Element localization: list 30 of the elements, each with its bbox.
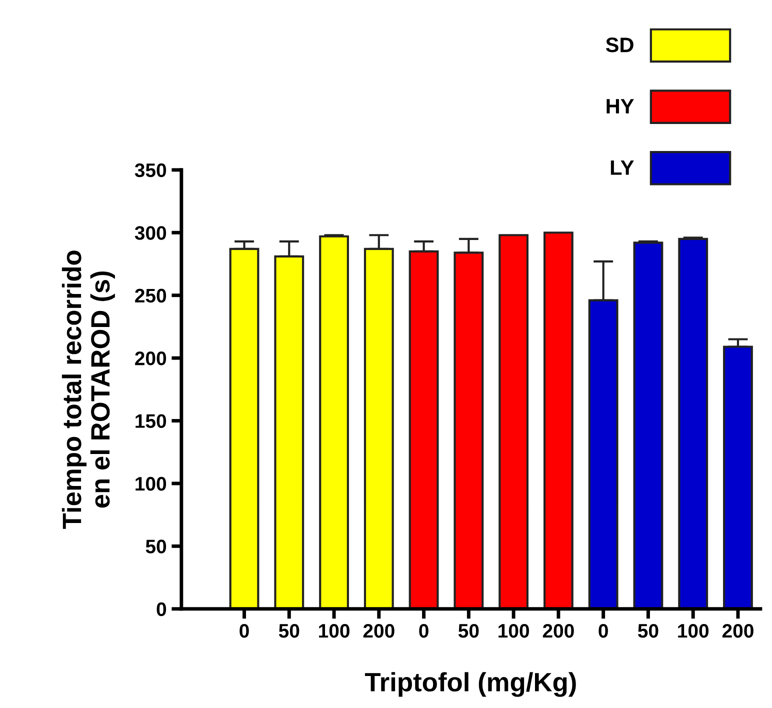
y-tick-label: 200: [135, 352, 166, 366]
x-tick-label: 0: [240, 624, 249, 638]
bar: [498, 234, 529, 609]
y-tick-label: 300: [134, 226, 166, 240]
x-tick-label: 200: [722, 624, 754, 638]
bar: [319, 235, 349, 609]
y-axis-title: Tiempo total recorrido en el ROTAROD (s): [62, 250, 115, 529]
y-tick-label: 50: [146, 540, 166, 554]
y-tick-label: 250: [135, 288, 166, 303]
x-tick-label: 200: [363, 624, 394, 638]
x-tick-label: 100: [498, 624, 529, 638]
legend-label: SD: [606, 38, 634, 52]
y-tick-label: 150: [136, 414, 166, 428]
x-tick-label: 100: [678, 624, 709, 638]
legend-label: LY: [610, 160, 634, 175]
x-tick-label: 200: [542, 624, 574, 638]
x-tick-label: 0: [598, 624, 608, 638]
bar: [678, 238, 708, 609]
x-tick-label: 50: [458, 624, 479, 638]
y-tick-label: 100: [136, 476, 166, 491]
bar: [633, 242, 664, 609]
x-tick-label: 50: [278, 624, 300, 638]
x-tick-label: 100: [319, 624, 350, 638]
x-axis-title: Triptofol (mg/Kg): [364, 672, 576, 697]
y-tick-label: 350: [134, 163, 166, 178]
y-tick-label: 0: [156, 602, 166, 616]
x-tick-label: 0: [419, 624, 428, 638]
x-tick-label: 50: [638, 624, 658, 638]
bar: [543, 232, 574, 609]
legend-label: HY: [606, 99, 634, 114]
